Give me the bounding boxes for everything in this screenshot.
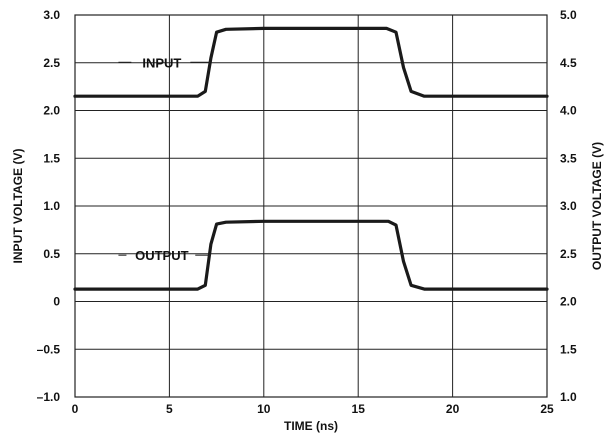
y-left-tick-label: 1.5 — [43, 151, 60, 165]
y-left-tick-label: –1.0 — [37, 390, 61, 404]
y-right-tick-label: 4.5 — [560, 56, 577, 70]
y-right-tick-label: 2.0 — [560, 295, 577, 309]
y-left-tick-label: 3.0 — [43, 8, 60, 22]
series-label-input: INPUT — [142, 55, 181, 70]
y-left-tick-label: 2.5 — [43, 56, 60, 70]
y-left-tick-label: 1.0 — [43, 199, 60, 213]
series-line-output — [73, 219, 549, 291]
x-tick-label: 20 — [446, 402, 460, 416]
y-right-tick-label: 1.5 — [560, 342, 577, 356]
y-right-tick-label: 1.0 — [560, 390, 577, 404]
y-right-tick-label: 3.0 — [560, 199, 577, 213]
x-axis-title: TIME (ns) — [284, 419, 338, 433]
plot-frame — [74, 14, 548, 398]
y-right-tick-label: 5.0 — [560, 8, 577, 22]
x-tick-label: 25 — [540, 402, 554, 416]
x-tick-label: 5 — [166, 402, 173, 416]
grid — [75, 15, 547, 397]
x-tick-label: 0 — [72, 402, 79, 416]
y-right-tick-label: 3.5 — [560, 151, 577, 165]
y-left-tick-label: –0.5 — [37, 342, 61, 356]
tick-labels: 0 5 10 15 20 25 3.0 2.5 2.0 1.5 1.0 0.5 0 –0.5 –1.0 5.0… — [37, 8, 577, 416]
annotations: INPUT OUTPUT — [118, 55, 210, 263]
y-axis-left-title: INPUT VOLTAGE (V) — [11, 149, 25, 264]
y-left-tick-label: 0 — [53, 295, 60, 309]
traces — [73, 26, 549, 291]
y-right-tick-label: 2.5 — [560, 247, 577, 261]
x-tick-label: 15 — [352, 402, 366, 416]
x-tick-label: 10 — [257, 402, 271, 416]
y-right-tick-label: 4.0 — [560, 104, 577, 118]
y-axis-right-title: OUTPUT VOLTAGE (V) — [590, 142, 604, 270]
series-line-input — [73, 26, 549, 98]
series-label-output: OUTPUT — [135, 248, 189, 263]
y-left-tick-label: 0.5 — [43, 247, 60, 261]
y-left-tick-label: 2.0 — [43, 104, 60, 118]
